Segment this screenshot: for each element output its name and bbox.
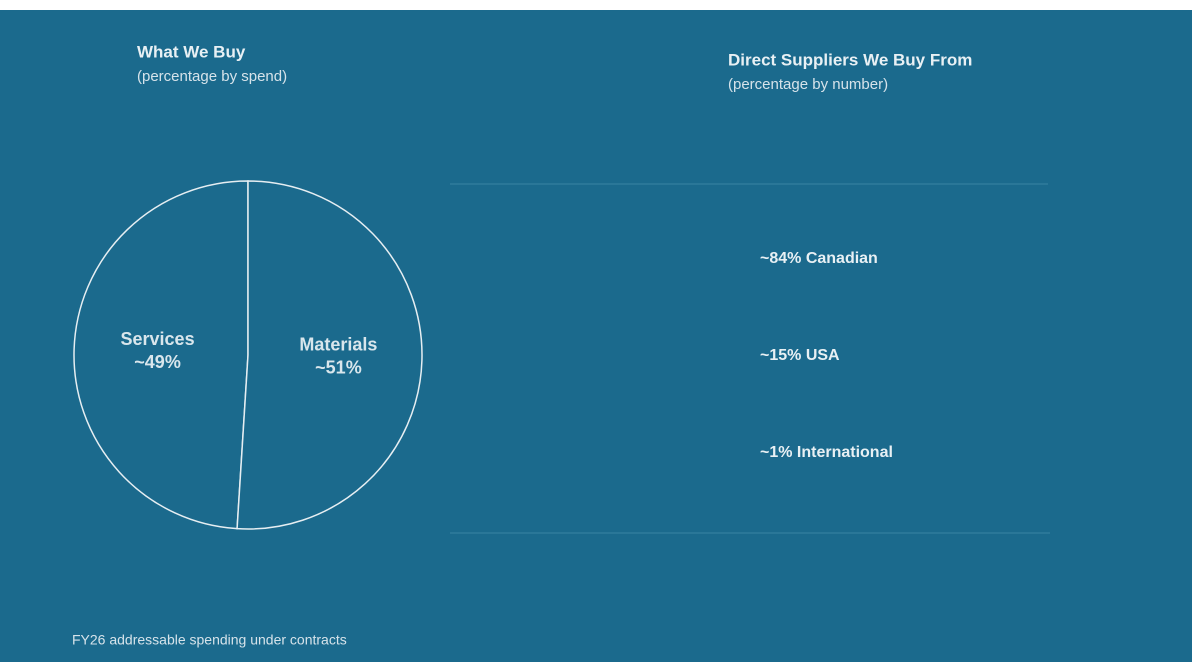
pie-slice: [73, 180, 249, 530]
slice-value-label: ~49%: [134, 352, 181, 372]
supplier-item: ~15% USA: [760, 347, 840, 364]
suppliers-subtitle: (percentage by number): [728, 76, 888, 93]
suppliers-title: Direct Suppliers We Buy From: [728, 50, 972, 69]
footnote: FY26 addressable spending under contract…: [72, 632, 347, 648]
supplier-item: ~1% International: [760, 444, 893, 461]
chart-title: What We Buy: [137, 42, 246, 61]
slice-label: Services: [121, 329, 195, 349]
slice-label: Materials: [299, 335, 377, 355]
supplier-item: ~84% Canadian: [760, 250, 878, 267]
chart-subtitle: (percentage by spend): [137, 68, 287, 85]
slice-value-label: ~51%: [315, 358, 362, 378]
pie-slice: [236, 180, 423, 530]
